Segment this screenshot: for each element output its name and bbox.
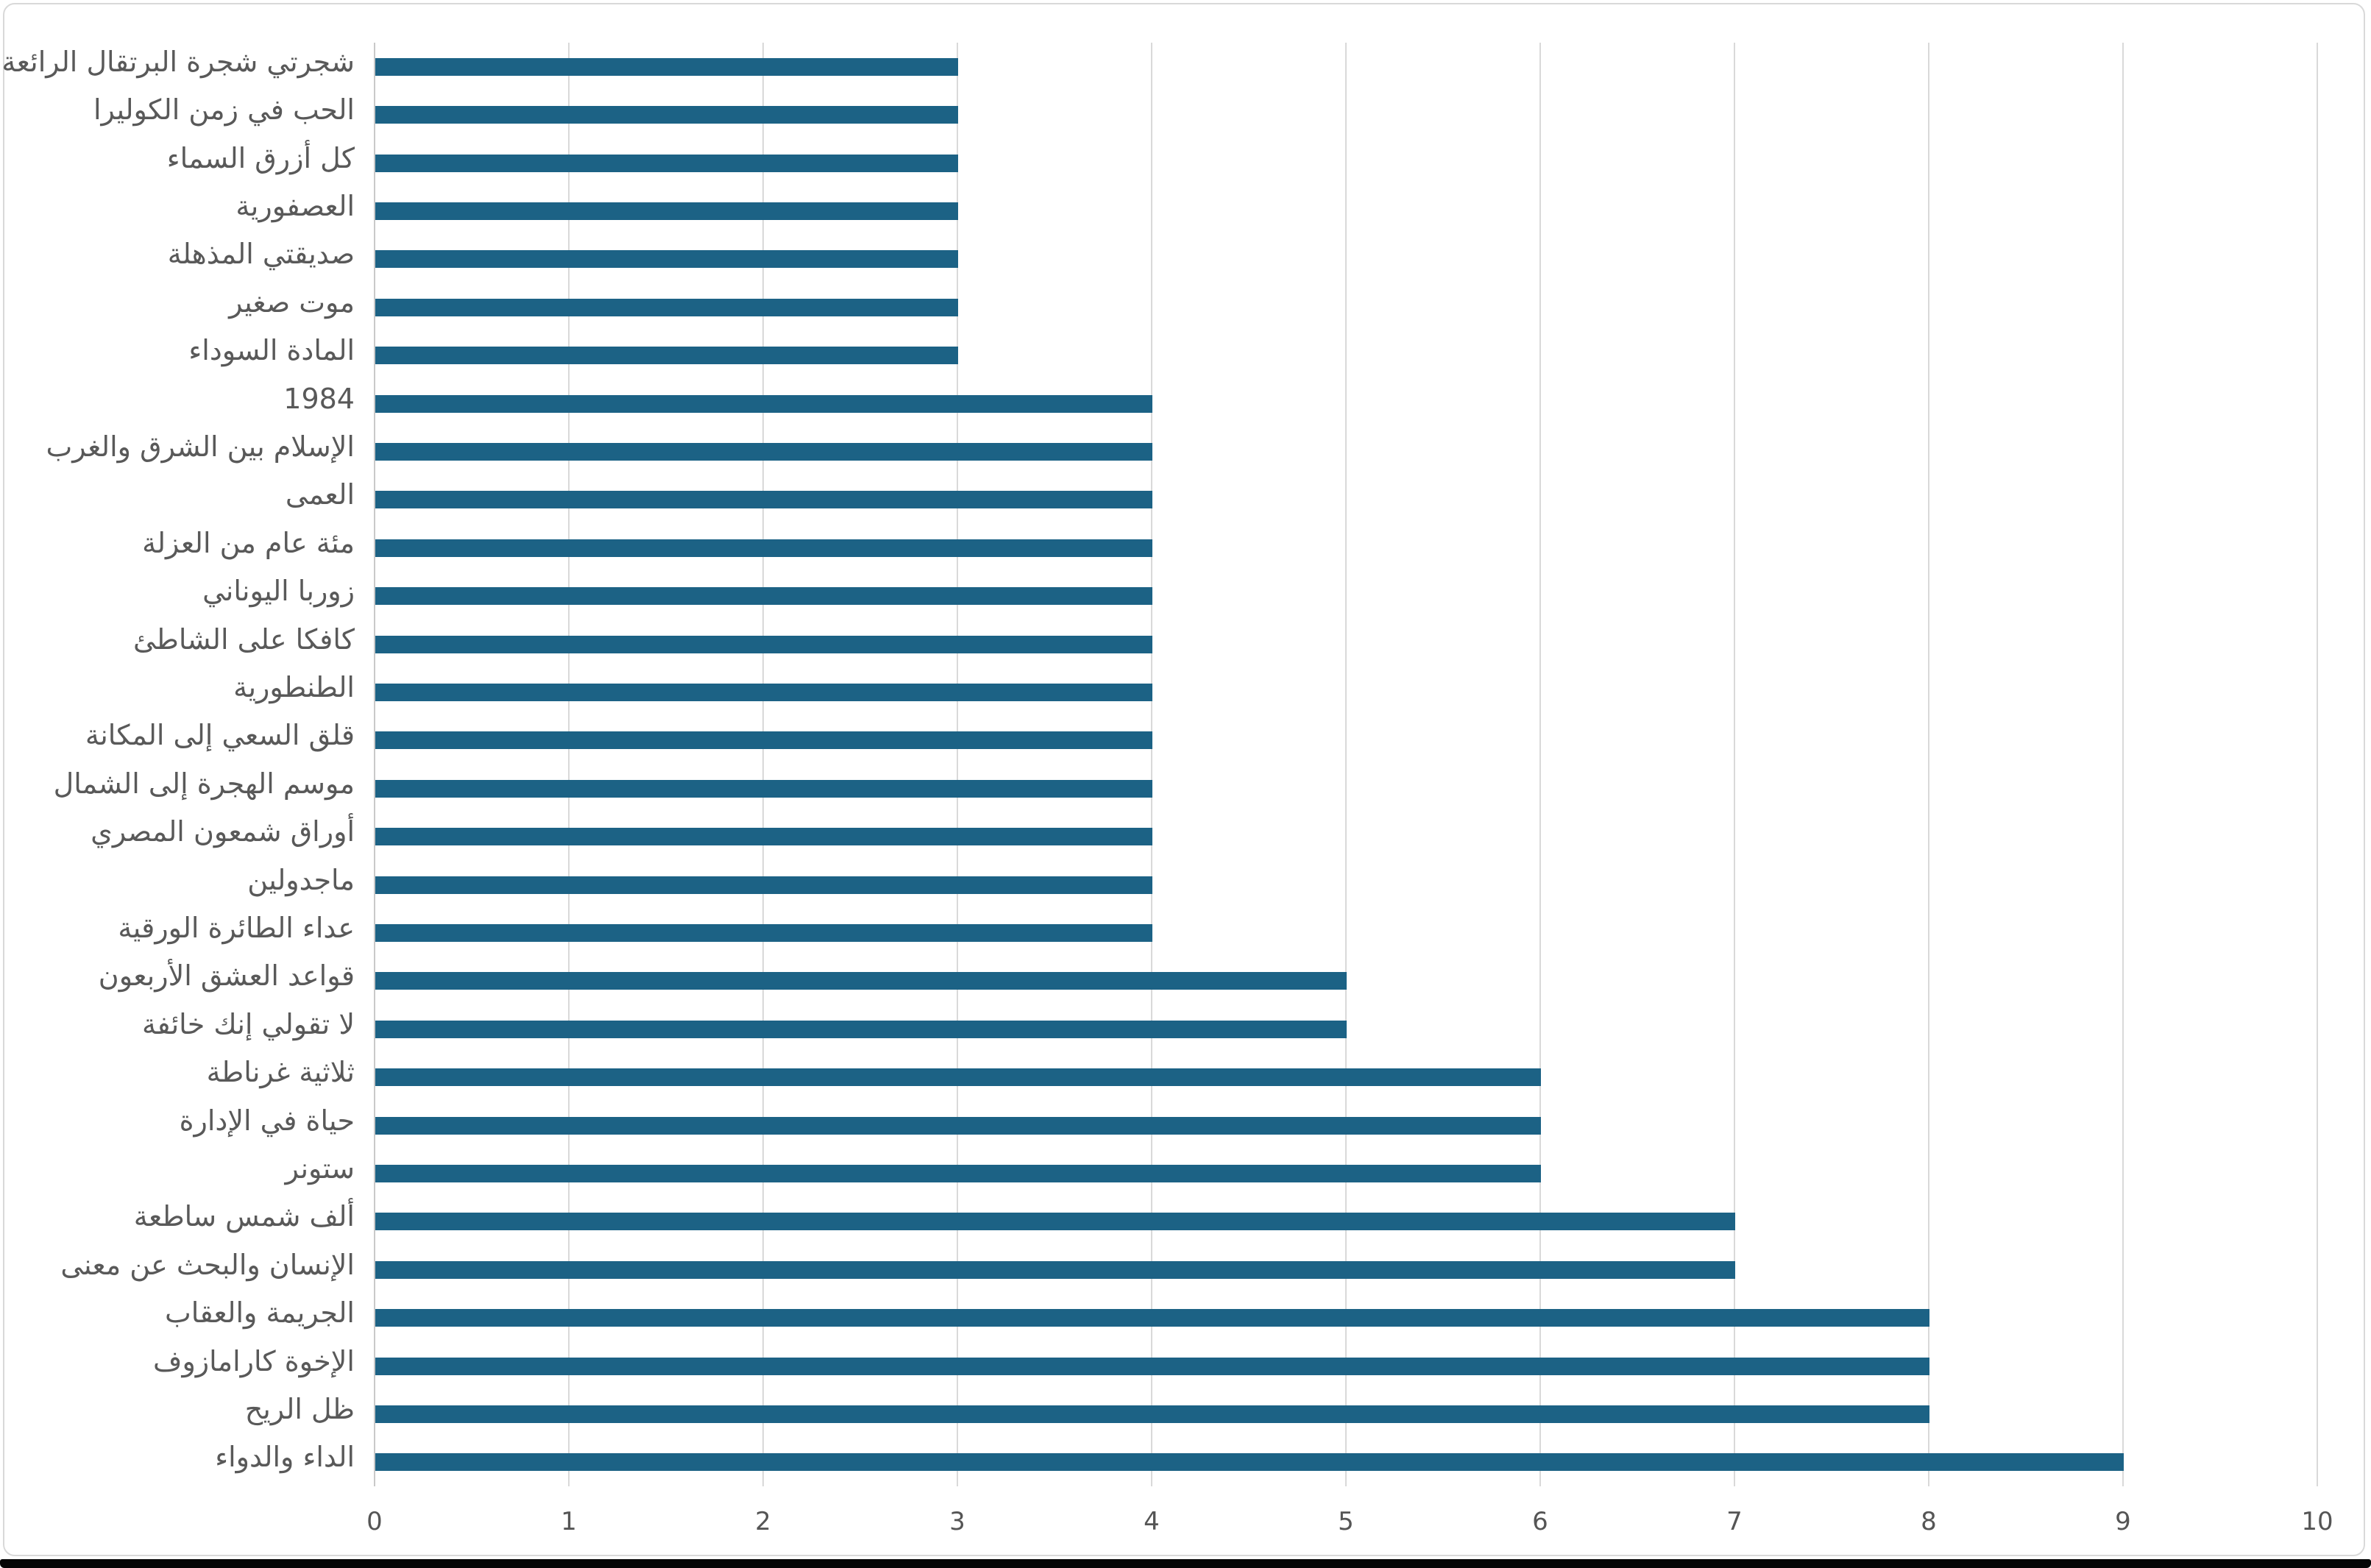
x-axis-tick-label: 9 (2115, 1507, 2131, 1536)
category-label: كافكا على الشاطئ (132, 622, 355, 656)
bar (375, 1116, 1541, 1135)
bar (375, 1164, 1541, 1182)
category-label: الإسلام بين الشرق والغرب (46, 430, 355, 463)
category-label: موسم الهجرة إلى الشمال (53, 767, 355, 800)
bar (375, 1309, 1929, 1327)
gridline (1345, 43, 1347, 1486)
category-label: قواعد العشق الأربعون (98, 959, 355, 993)
bar (375, 539, 1152, 557)
bar (375, 635, 1152, 653)
bar (375, 1405, 1929, 1423)
category-label: أوراق شمعون المصري (91, 815, 355, 848)
gridline (762, 43, 764, 1486)
x-axis-tick-label: 5 (1338, 1507, 1354, 1536)
category-label: قلق السعي إلى المكانة (85, 719, 355, 752)
category-label: كل أزرق السماء (166, 141, 355, 174)
bar (375, 250, 958, 269)
bar (375, 1260, 1735, 1279)
bar (375, 1357, 1929, 1375)
bar (375, 876, 1152, 894)
bar (375, 298, 958, 316)
category-label: الحب في زمن الكوليرا (93, 93, 355, 127)
category-label: صديقتي المذهلة (167, 238, 355, 271)
category-label: الداء والدواء (215, 1441, 355, 1474)
x-axis-tick-label: 8 (1921, 1507, 1937, 1536)
bar (375, 779, 1152, 798)
category-label: ماجدولين (247, 863, 355, 896)
gridline (2317, 43, 2318, 1486)
bar (375, 683, 1152, 701)
gridline (957, 43, 958, 1486)
category-label: ظل الريح (244, 1392, 355, 1425)
bar (375, 347, 958, 365)
x-axis-tick-label: 0 (366, 1507, 383, 1536)
category-label: زوربا اليوناني (202, 575, 355, 608)
category-label: لا تقولي إنك خائفة (142, 1007, 355, 1040)
bar (375, 202, 958, 220)
window-bottom-edge (0, 1559, 2371, 1568)
x-axis-tick-label: 3 (949, 1507, 965, 1536)
chart-panel: شجرتي شجرة البرتقال الرائعة الحب في زمن ا… (1, 3, 2365, 1556)
category-label: الطنطورية (233, 670, 355, 703)
x-axis-tick-label: 2 (755, 1507, 771, 1536)
category-label: شجرتي شجرة البرتقال الرائعة (1, 45, 355, 78)
bar (375, 923, 1152, 942)
category-label: مئة عام من العزلة (142, 526, 355, 559)
bar (375, 828, 1152, 846)
bar (375, 394, 1152, 413)
gridline (568, 43, 570, 1486)
bar (375, 1213, 1735, 1231)
x-axis-tick-label: 6 (1532, 1507, 1548, 1536)
category-label: ستونر (285, 1152, 355, 1185)
category-label: ثلاثية غرناطة (206, 1056, 355, 1089)
gridline (1151, 43, 1152, 1486)
bar (375, 491, 1152, 509)
gridline (1928, 43, 1929, 1486)
x-axis-tick-label: 1 (561, 1507, 577, 1536)
gridline (2122, 43, 2124, 1486)
x-axis-tick-label: 7 (1726, 1507, 1743, 1536)
category-label: الإخوة كارامازوف (153, 1344, 355, 1377)
category-label: العمى (285, 478, 355, 511)
plot-area: شجرتي شجرة البرتقال الرائعة الحب في زمن ا… (1, 4, 2364, 1555)
bar (375, 57, 958, 76)
category-label: عداء الطائرة الورقية (118, 911, 355, 944)
bar (375, 587, 1152, 606)
category-label: ألف شمس ساطعة (133, 1200, 355, 1233)
x-axis-tick-label: 4 (1144, 1507, 1160, 1536)
bar (375, 442, 1152, 461)
category-label: المادة السوداء (188, 334, 355, 367)
bar (375, 154, 958, 172)
bar (375, 1068, 1541, 1087)
x-axis-tick-label: 10 (2301, 1507, 2333, 1536)
bar (375, 106, 958, 124)
bar (375, 1453, 2124, 1472)
gridline (1539, 43, 1541, 1486)
category-label: موت صغير (229, 285, 355, 319)
category-label: 1984 (283, 382, 355, 415)
bar (375, 731, 1152, 750)
category-label: الإنسان والبحث عن معنى (60, 1248, 355, 1281)
y-axis-line (374, 43, 375, 1486)
category-label: الجريمة والعقاب (164, 1296, 355, 1330)
category-label: العصفورية (235, 189, 355, 222)
category-label: حياة في الإدارة (179, 1104, 355, 1137)
bar (375, 972, 1347, 990)
bar (375, 1020, 1347, 1038)
gridline (1734, 43, 1735, 1486)
